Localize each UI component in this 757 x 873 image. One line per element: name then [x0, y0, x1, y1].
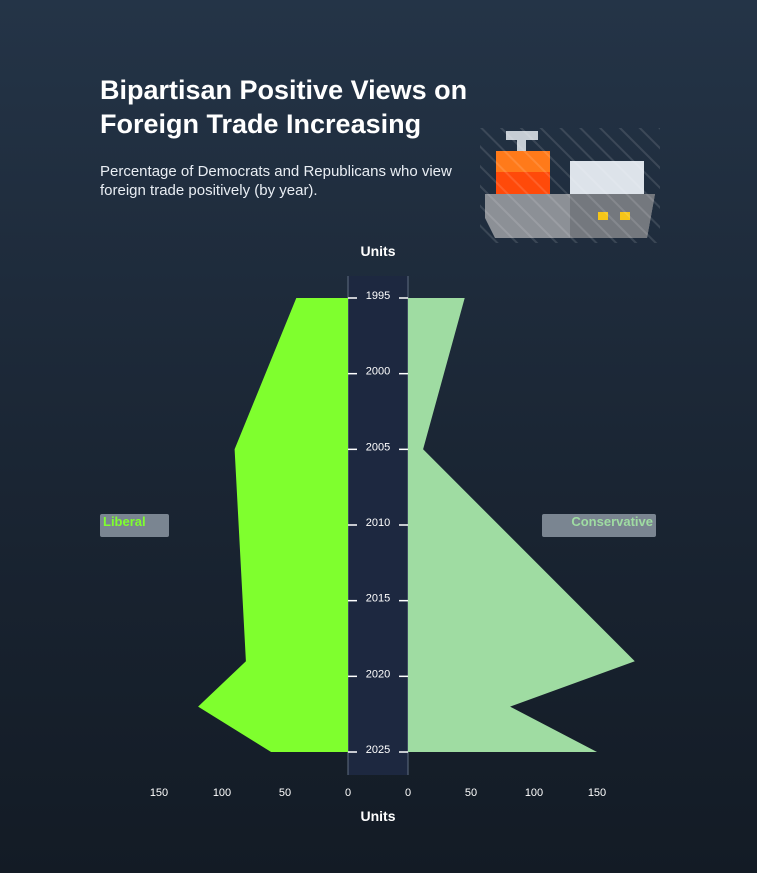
x-tick-label-left: 50 [279, 787, 291, 799]
x-tick-label-right: 100 [525, 787, 543, 799]
y-tick-label: 2005 [366, 441, 390, 453]
axis-title-bottom: Units [361, 808, 396, 824]
y-tick-label: 2025 [366, 744, 390, 756]
area-liberal [198, 298, 348, 752]
x-tick-label-right: 50 [465, 787, 477, 799]
x-tick-label-left: 100 [213, 787, 231, 799]
y-tick-label: 1995 [366, 290, 390, 302]
chart-title: Bipartisan Positive Views on Foreign Tra… [100, 75, 468, 139]
x-tick-label-left: 0 [345, 787, 351, 799]
legend-liberal-label: Liberal [103, 514, 146, 529]
y-tick-label: 2015 [366, 593, 390, 605]
x-tick-label-right: 0 [405, 787, 411, 799]
y-tick-label: 2000 [366, 366, 390, 378]
x-tick-label-left: 150 [150, 787, 168, 799]
legend-conservative-label: Conservative [571, 514, 653, 529]
x-tick-label-right: 150 [588, 787, 606, 799]
chart-subtitle: Percentage of Democrats and Republicans … [100, 163, 452, 199]
cargo-ship-icon [480, 128, 660, 243]
center-axis-band [348, 276, 408, 775]
legend-conservative[interactable]: Conservative [542, 514, 656, 537]
legend-liberal[interactable]: Liberal [100, 514, 169, 537]
area-conservative [408, 298, 635, 752]
y-tick-label: 2010 [366, 517, 390, 529]
axis-title-top: Units [361, 243, 396, 259]
y-tick-label: 2020 [366, 668, 390, 680]
